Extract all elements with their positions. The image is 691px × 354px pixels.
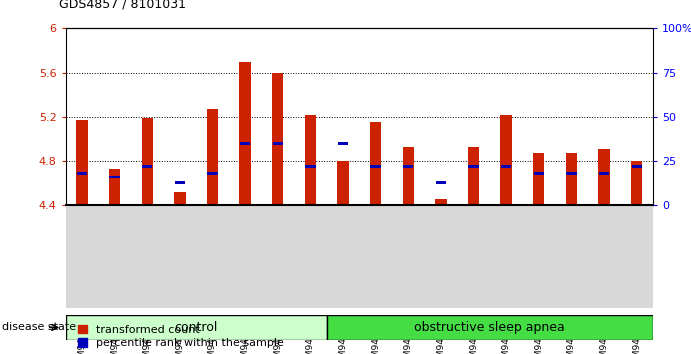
- Bar: [272, 73, 283, 205]
- Bar: [599, 172, 609, 175]
- Bar: [239, 62, 251, 205]
- Bar: [142, 118, 153, 205]
- Bar: [436, 181, 446, 184]
- Bar: [337, 161, 349, 205]
- Legend: transformed count, percentile rank within the sample: transformed count, percentile rank withi…: [78, 325, 284, 348]
- Bar: [403, 147, 414, 205]
- Text: obstructive sleep apnea: obstructive sleep apnea: [415, 321, 565, 334]
- Bar: [500, 115, 512, 205]
- Bar: [370, 122, 381, 205]
- Bar: [533, 172, 544, 175]
- Bar: [66, 315, 327, 340]
- Bar: [566, 153, 577, 205]
- Bar: [207, 172, 218, 175]
- Bar: [598, 149, 609, 205]
- Bar: [207, 109, 218, 205]
- Bar: [468, 165, 479, 168]
- Bar: [174, 192, 186, 205]
- Bar: [631, 161, 643, 205]
- Text: control: control: [175, 321, 218, 334]
- Bar: [403, 165, 413, 168]
- Bar: [175, 181, 185, 184]
- Text: GDS4857 / 8101031: GDS4857 / 8101031: [59, 0, 186, 11]
- Bar: [327, 315, 653, 340]
- Bar: [370, 165, 381, 168]
- Bar: [501, 165, 511, 168]
- Bar: [338, 142, 348, 145]
- Bar: [305, 165, 316, 168]
- Bar: [142, 165, 152, 168]
- Bar: [109, 169, 120, 205]
- Bar: [632, 165, 642, 168]
- Bar: [533, 153, 545, 205]
- Bar: [240, 142, 250, 145]
- Text: disease state: disease state: [2, 322, 76, 332]
- Bar: [468, 147, 480, 205]
- Bar: [567, 172, 576, 175]
- Bar: [76, 120, 88, 205]
- Bar: [109, 176, 120, 178]
- Bar: [273, 142, 283, 145]
- Bar: [305, 115, 316, 205]
- Bar: [435, 199, 446, 205]
- Bar: [77, 172, 87, 175]
